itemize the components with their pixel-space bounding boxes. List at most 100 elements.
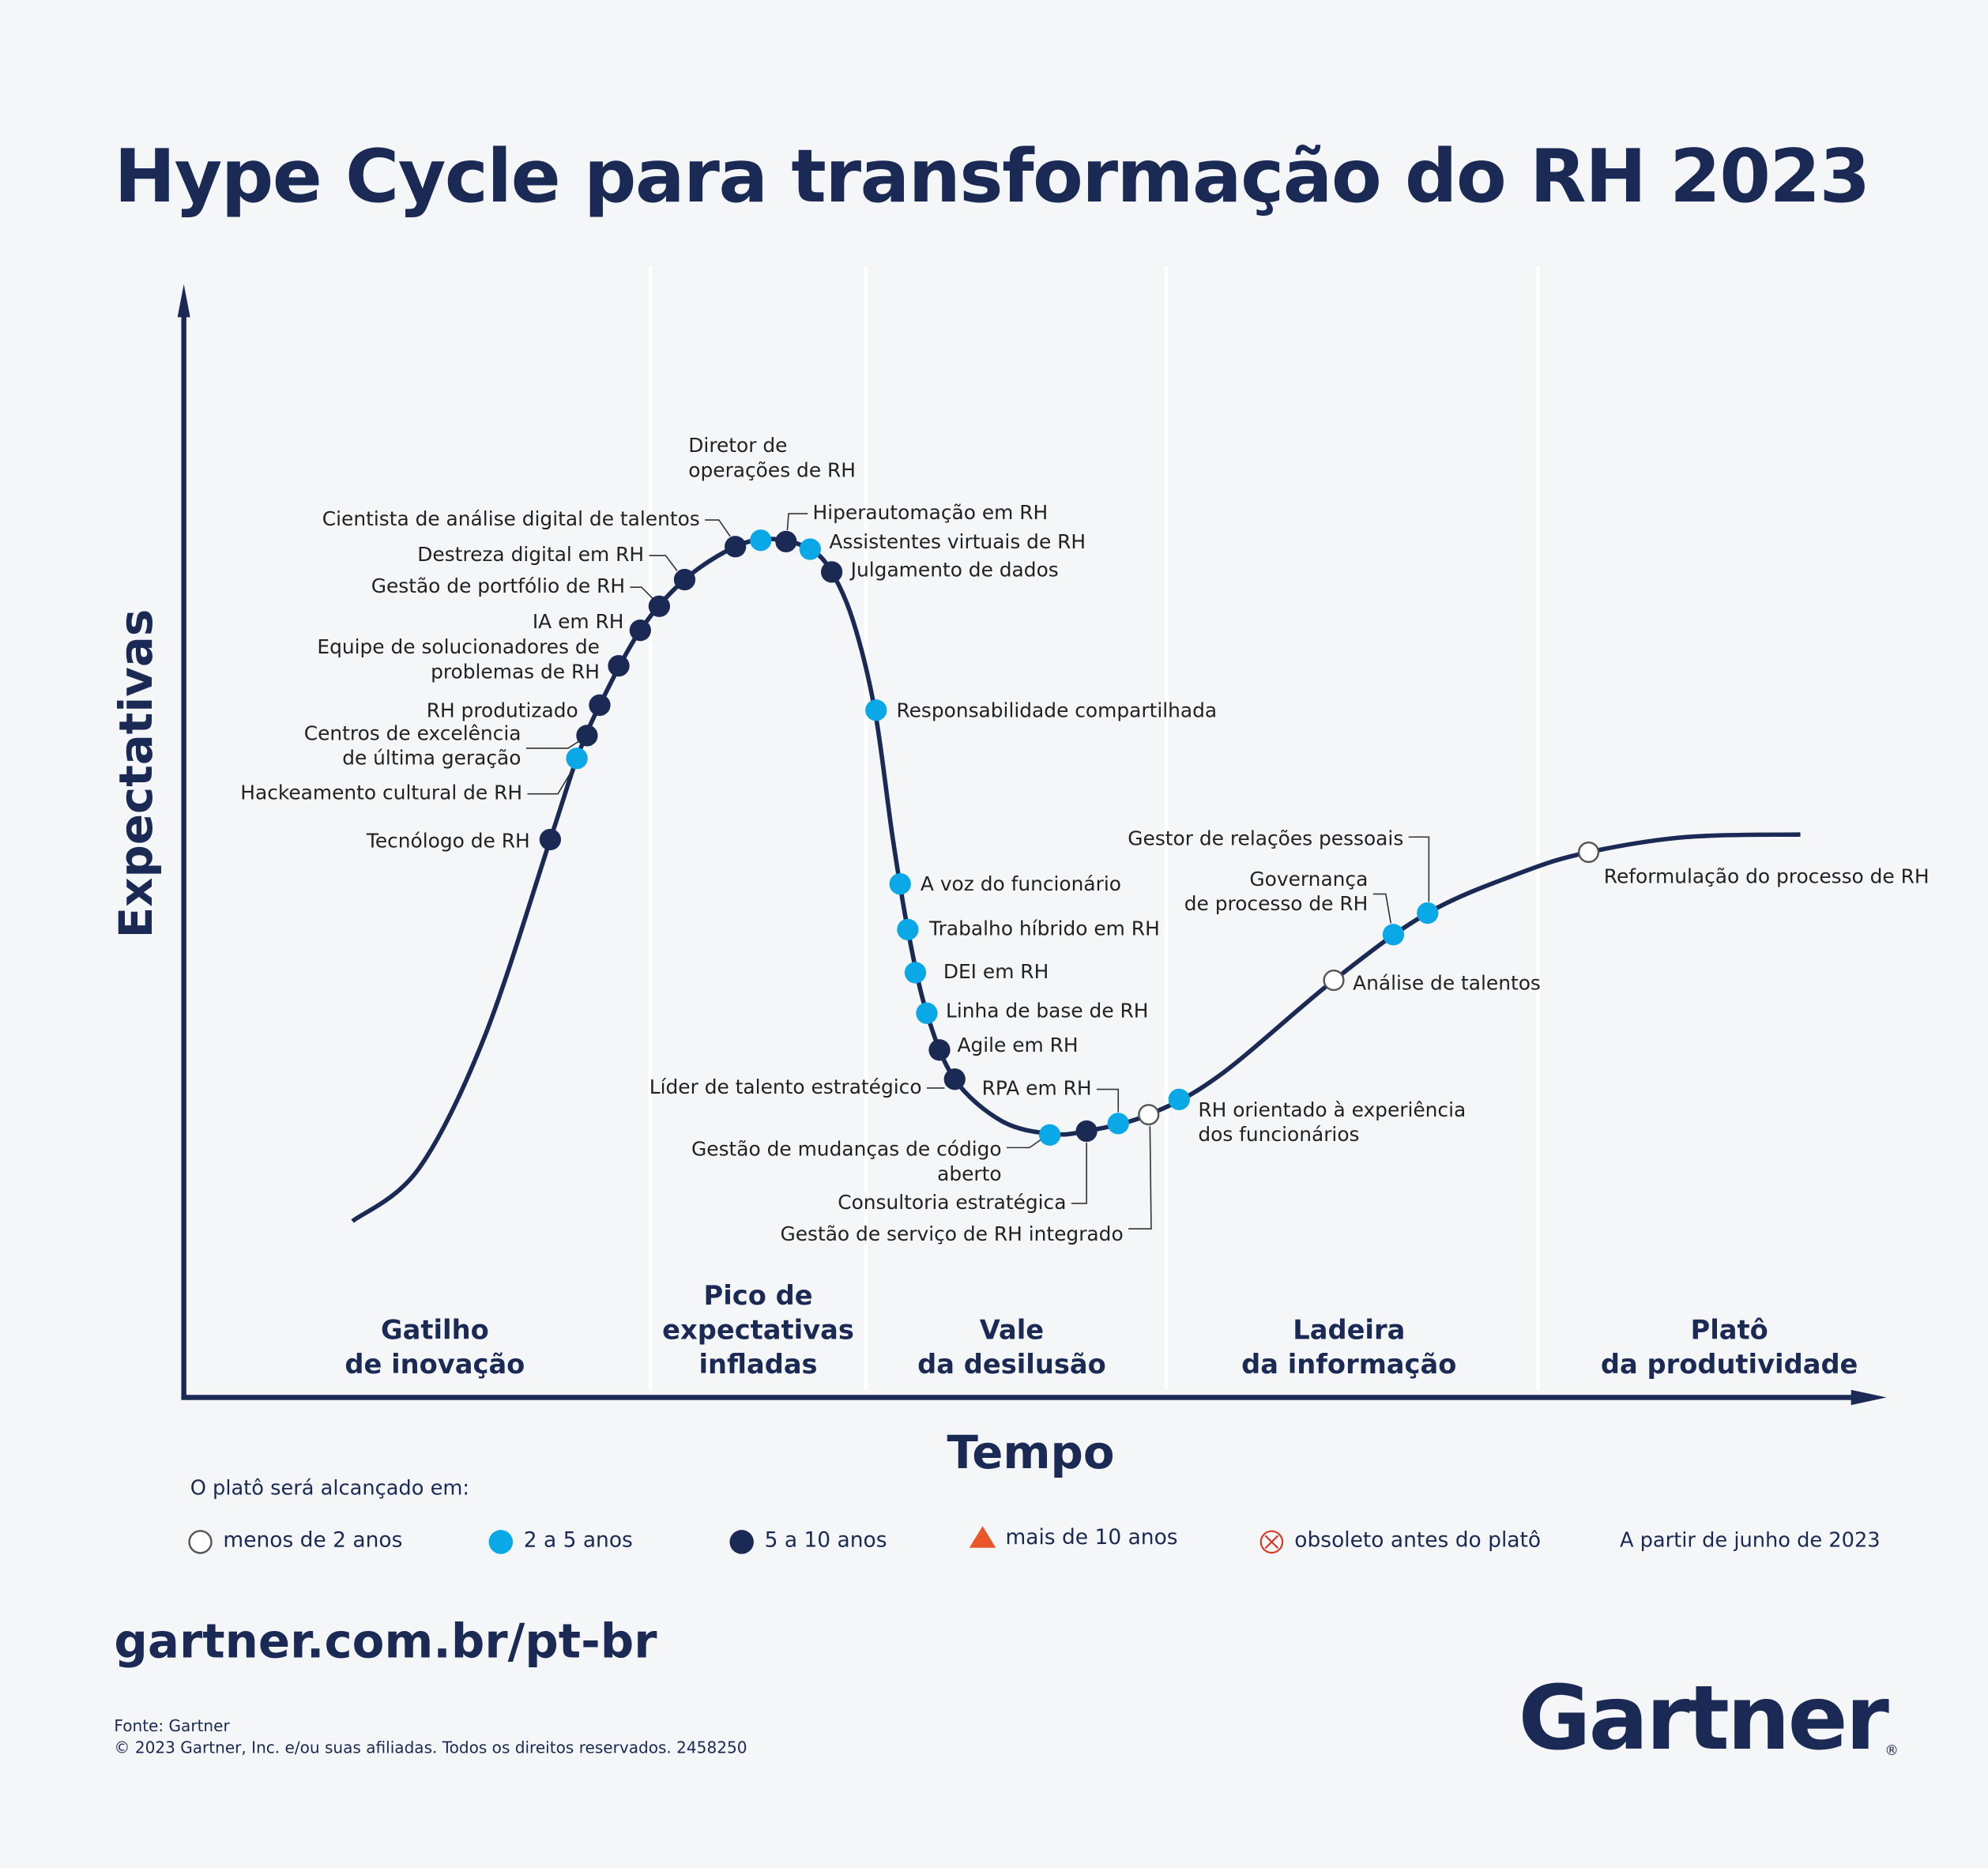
technology-dot <box>566 748 588 770</box>
technology-dot <box>1382 924 1405 946</box>
title: Hype Cycle para transformação do RH 2023 <box>114 134 1869 219</box>
technology-dot <box>673 568 696 591</box>
phase-label: Pico de <box>704 1280 813 1311</box>
leader-line <box>1128 1126 1152 1230</box>
technology-label: Destreza digital em RH <box>417 543 644 566</box>
legend-symbol <box>969 1526 996 1548</box>
technology-dot <box>629 620 651 642</box>
technology-dot <box>1323 970 1345 992</box>
technology-label: de processo de RH <box>1184 892 1369 915</box>
technology-label: Diretor de <box>688 434 787 457</box>
technology-label: A voz do funcionário <box>921 872 1121 895</box>
y-axis-arrow <box>177 284 190 318</box>
legend-label: menos de 2 anos <box>223 1527 402 1552</box>
phase-label: Platô <box>1691 1315 1768 1346</box>
phase-label: Vale <box>980 1315 1044 1346</box>
technology-label: Tecnólogo de RH <box>366 830 530 853</box>
y-axis-label: Expectativas <box>109 609 163 938</box>
technology-dot <box>576 725 598 747</box>
legend-symbol <box>1259 1530 1284 1554</box>
technology-label: Governança <box>1249 868 1368 891</box>
legend-label: mais de 10 anos <box>1005 1525 1177 1550</box>
leader-line <box>527 768 574 795</box>
legend-label: 5 a 10 anos <box>765 1527 887 1552</box>
technology-label: Trabalho híbrido em RH <box>928 917 1160 940</box>
technology-label: Julgamento de dados <box>849 558 1059 581</box>
leader-line <box>630 586 655 601</box>
leader-line <box>1096 1088 1120 1113</box>
technology-label: Responsabilidade compartilhada <box>896 699 1217 721</box>
leader-line <box>1408 836 1430 902</box>
technology-label: Análise de talentos <box>1353 971 1541 994</box>
legend-label: obsoleto antes do platô <box>1294 1527 1541 1552</box>
technology-label: operações de RH <box>688 458 856 481</box>
technology-dot <box>589 694 611 717</box>
phase-label: Ladeira <box>1293 1315 1405 1346</box>
leader-line <box>786 513 808 530</box>
technology-dot <box>750 529 772 552</box>
technology-label: Hackeamento cultural de RH <box>240 781 522 804</box>
symbol-ring <box>1259 1530 1284 1554</box>
technology-label: DEI em RH <box>943 960 1049 983</box>
technology-dot <box>904 962 927 984</box>
phase-label: da informação <box>1241 1349 1456 1380</box>
technology-label: Agile em RH <box>957 1034 1078 1056</box>
leader-line <box>1372 893 1392 924</box>
technology-dot <box>725 536 747 558</box>
technology-dot <box>1107 1113 1129 1135</box>
technology-label: Consultoria estratégica <box>838 1191 1066 1214</box>
technology-dot <box>820 561 843 583</box>
technology-label: Centros de excelência <box>304 721 521 744</box>
legend-symbol <box>488 1530 514 1554</box>
technology-label: RH orientado à experiência <box>1198 1098 1466 1121</box>
technology-label: Linha de base de RH <box>946 1000 1148 1023</box>
technology-dot <box>928 1039 951 1061</box>
phase-label: de inovação <box>345 1349 525 1380</box>
x-axis-label: Tempo <box>947 1425 1114 1479</box>
technology-dot <box>865 699 887 721</box>
phase-label: expectativas <box>662 1315 854 1346</box>
technology-dot <box>799 538 821 560</box>
phase-label: Gatilho <box>381 1315 489 1346</box>
technology-label: Hiperautomação em RH <box>813 501 1049 524</box>
technology-dot <box>1577 841 1600 864</box>
logo-registered: ® <box>1884 1743 1899 1759</box>
source: Fonte: Gartner <box>114 1716 230 1735</box>
leader-line <box>1071 1142 1087 1204</box>
as-of-date: A partir de junho de 2023 <box>1620 1528 1881 1552</box>
phase-label: da desilusão <box>917 1349 1106 1380</box>
technology-dot <box>916 1002 938 1024</box>
technology-label: Assistentes virtuais de RH <box>829 530 1086 553</box>
phase-label: da produtividade <box>1601 1349 1858 1380</box>
technology-label: Cientista de análise digital de talentos <box>322 507 700 530</box>
technology-label: dos funcionários <box>1198 1123 1359 1146</box>
leader-line <box>1007 1138 1043 1149</box>
technology-label: Líder de talento estratégico <box>649 1075 922 1098</box>
technology-dot <box>1075 1120 1098 1143</box>
technology-label: Gestor de relações pessoais <box>1128 827 1403 849</box>
technology-label: Gestão de mudanças de código <box>691 1138 1002 1161</box>
technology-dot <box>539 828 562 851</box>
legend-title: O platô será alcançado em: <box>190 1477 469 1501</box>
x-axis-arrow <box>1851 1389 1887 1406</box>
legend-label: 2 a 5 anos <box>524 1527 633 1552</box>
technology-dot <box>1138 1104 1160 1126</box>
technology-dot <box>1038 1124 1061 1146</box>
technology-label: de última geração <box>342 747 521 770</box>
technology-label: Reformulação do processo de RH <box>1604 865 1930 888</box>
technology-label: problemas de RH <box>431 660 600 683</box>
url: gartner.com.br/pt-br <box>114 1614 657 1668</box>
technology-label: Gestão de serviço de RH integrado <box>780 1222 1123 1245</box>
leader-line <box>525 739 582 749</box>
leader-line <box>649 555 678 571</box>
technology-label: Equipe de solucionadores de <box>317 635 600 658</box>
technology-dot <box>943 1068 966 1090</box>
technology-dot <box>648 595 671 617</box>
technology-dot <box>608 654 630 677</box>
technology-dot <box>1417 902 1439 925</box>
technology-dot <box>889 872 911 895</box>
phase-dividers <box>648 266 1540 1390</box>
copyright: © 2023 Gartner, Inc. e/ou suas afiliadas… <box>114 1738 747 1757</box>
